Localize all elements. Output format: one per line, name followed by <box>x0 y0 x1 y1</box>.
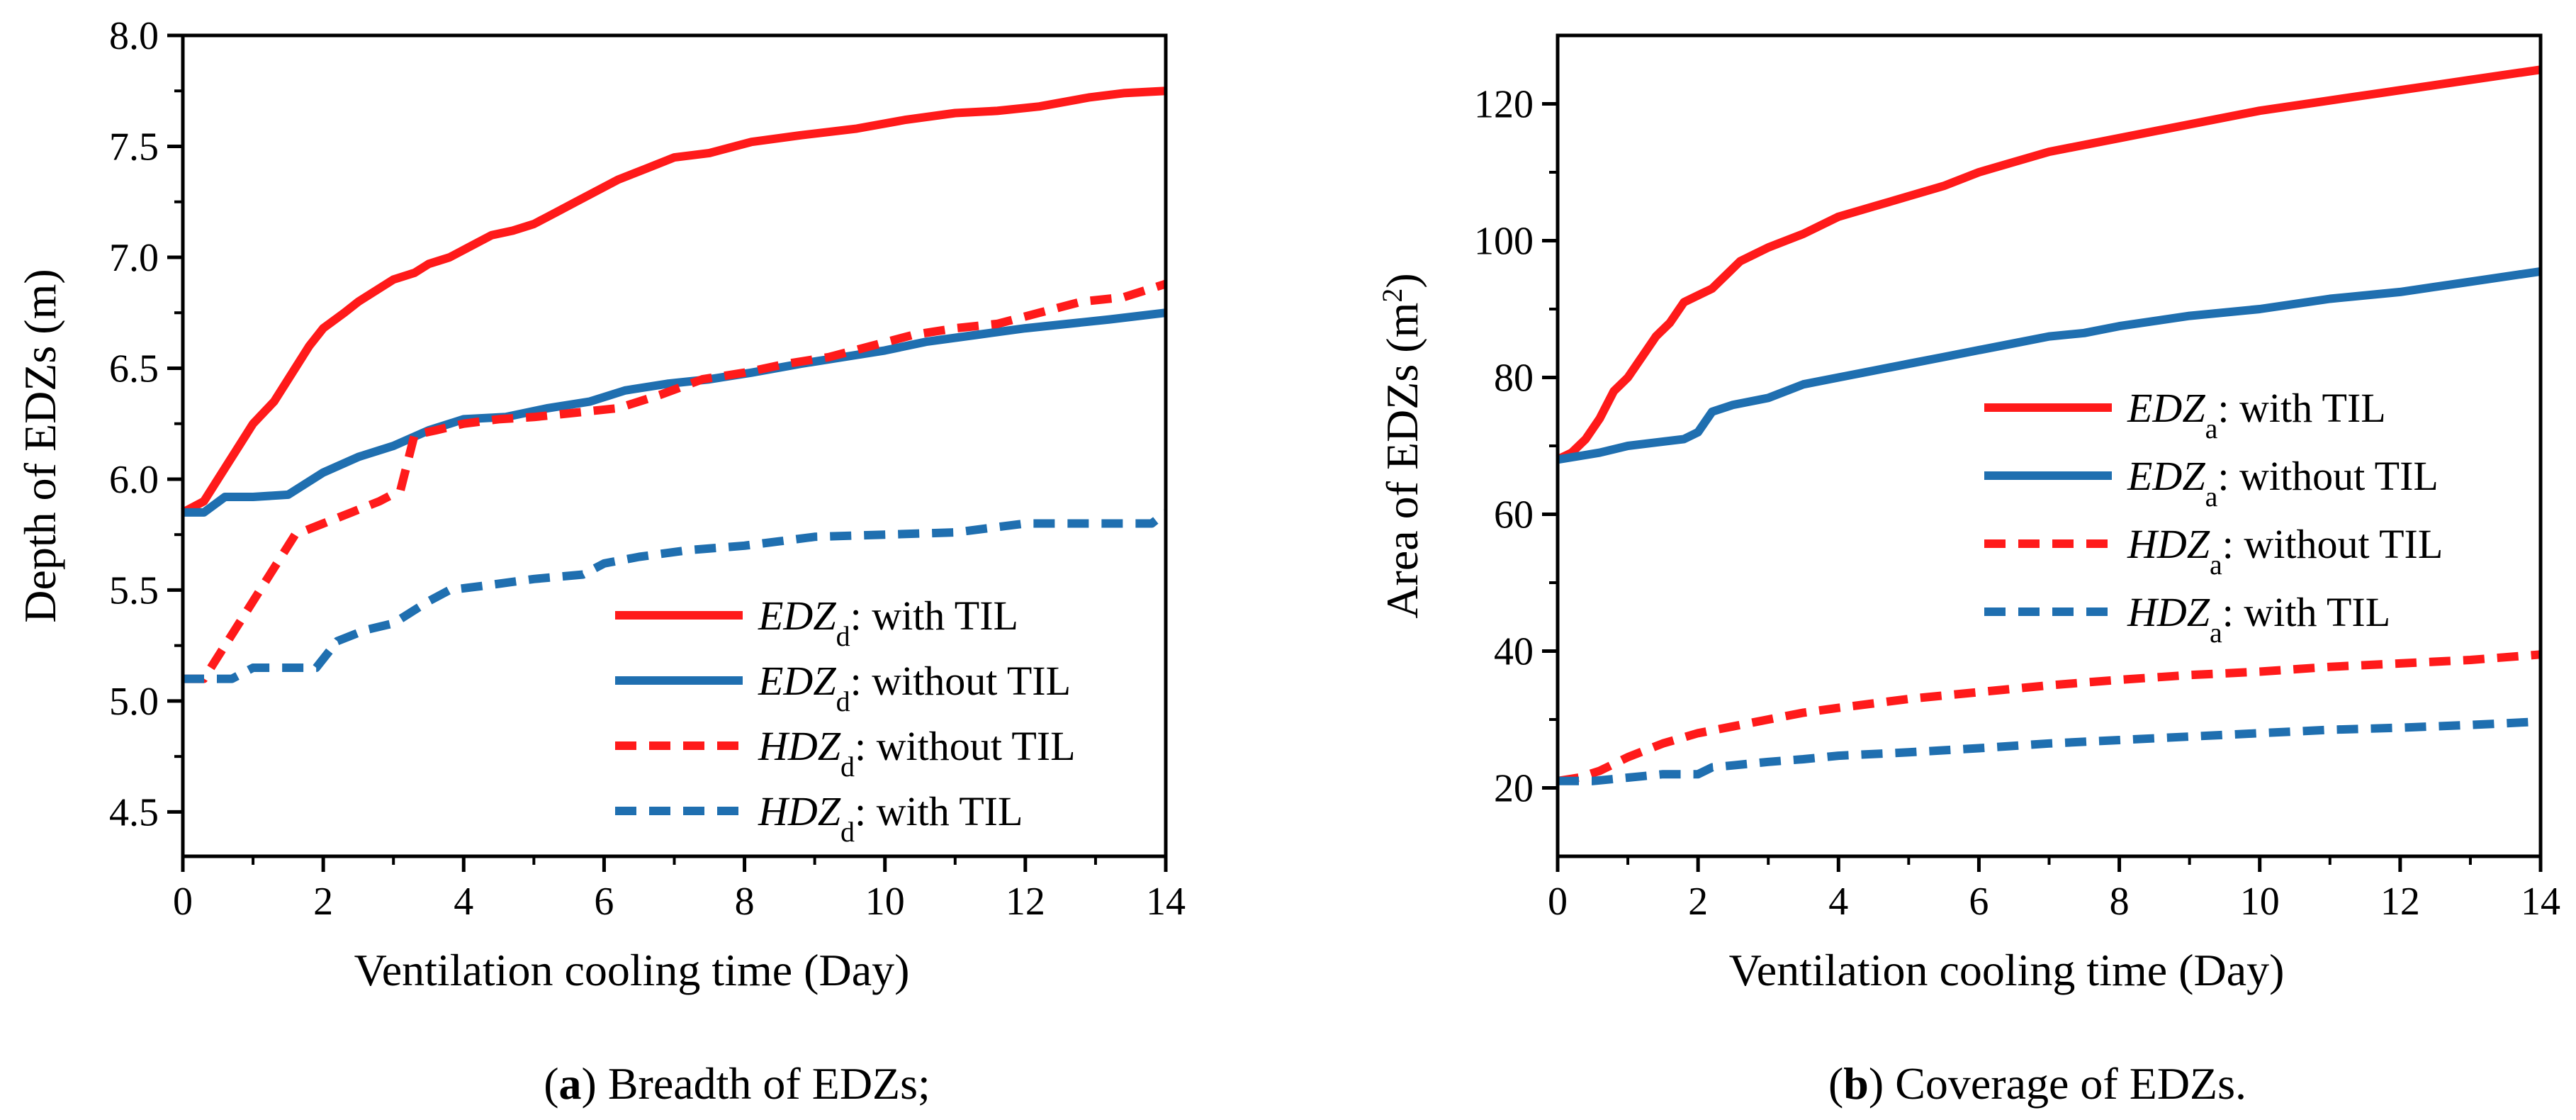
y-tick-label: 5.0 <box>109 680 159 724</box>
y-tick-label: 100 <box>1474 220 1534 264</box>
x-axis-title: Ventilation cooling time (Day) <box>354 945 910 995</box>
y-tick-label: 7.5 <box>109 125 159 169</box>
y-tick-label: 6.0 <box>109 458 159 502</box>
x-tick-label: 0 <box>1548 880 1568 924</box>
legend-label-2: HDZd: without TIL <box>758 723 1076 783</box>
y-tick-label: 20 <box>1494 767 1534 811</box>
y-axis-title: Area of EDZs (m2) <box>1376 273 1428 618</box>
chart-breadth-of-edzs: 0 2 4 6 8 10 12 14 4.5 5.0 5.5 6.0 6.5 7.0 7.5 8.0 Venti… <box>15 14 1186 1109</box>
legend-label-2: HDZa: without TIL <box>2127 521 2443 581</box>
legend-label-3: HDZd: with TIL <box>758 788 1023 848</box>
x-tick-label: 0 <box>173 880 193 924</box>
x-tick-label: 8 <box>735 880 755 924</box>
figure-caption: (a) Breadth of EDZs; <box>544 1058 930 1109</box>
y-tick-label: 60 <box>1494 493 1534 537</box>
x-axis-title: Ventilation cooling time (Day) <box>1729 945 2285 995</box>
x-tick-label: 14 <box>1146 880 1186 924</box>
y-axis-title: Depth of EDZs (m) <box>15 269 65 622</box>
y-tick-label: 7.0 <box>109 236 159 280</box>
x-tick-label: 14 <box>2521 880 2560 924</box>
legend: EDZd: with TIL EDZd: without TIL HDZd: wit… <box>615 593 1076 848</box>
y-tick-label: 4.5 <box>109 790 159 834</box>
y-tick-label: 5.5 <box>109 569 159 612</box>
x-tick-label: 2 <box>313 880 333 924</box>
series-line-1 <box>183 308 1166 517</box>
series-line-0 <box>181 86 1166 517</box>
y-tick-label: 40 <box>1494 630 1534 674</box>
x-tick-label: 12 <box>1006 880 1045 924</box>
y-tick-label: 8.0 <box>109 14 159 58</box>
series-line-2 <box>183 279 1167 683</box>
series-line-1 <box>1557 267 2541 464</box>
legend-label-0: EDZa: with TIL <box>2127 385 2386 444</box>
series-line-3 <box>1558 717 2541 785</box>
x-tick-label: 10 <box>2240 880 2280 924</box>
x-tick-label: 2 <box>1688 880 1708 924</box>
legend: EDZa: with TIL EDZa: without TIL HDZa: wit… <box>1984 385 2443 649</box>
x-tick-label: 10 <box>865 880 905 924</box>
x-tick-label: 6 <box>1969 880 1989 924</box>
legend-label-0: EDZd: with TIL <box>758 593 1018 652</box>
y-tick-label: 80 <box>1494 357 1534 401</box>
legend-label-1: EDZa: without TIL <box>2127 453 2439 513</box>
chart-coverage-of-edzs: 0 2 4 6 8 10 12 14 20 40 60 80 100 120 Ventilation coo… <box>1376 33 2560 1109</box>
x-tick-label: 4 <box>1828 880 1848 924</box>
y-tick-label: 120 <box>1474 83 1534 127</box>
series-line-3 <box>183 509 1169 683</box>
x-tick-label: 6 <box>594 880 614 924</box>
legend-label-1: EDZd: without TIL <box>758 658 1071 717</box>
y-tick-label: 6.5 <box>109 347 159 391</box>
series-line-0 <box>1556 65 2541 464</box>
legend-label-3: HDZa: with TIL <box>2127 589 2390 649</box>
series-line-2 <box>1557 650 2541 785</box>
figure-caption: (b) Coverage of EDZs. <box>1828 1058 2246 1109</box>
x-tick-label: 4 <box>454 880 473 924</box>
x-tick-label: 12 <box>2380 880 2420 924</box>
x-tick-label: 8 <box>2110 880 2130 924</box>
